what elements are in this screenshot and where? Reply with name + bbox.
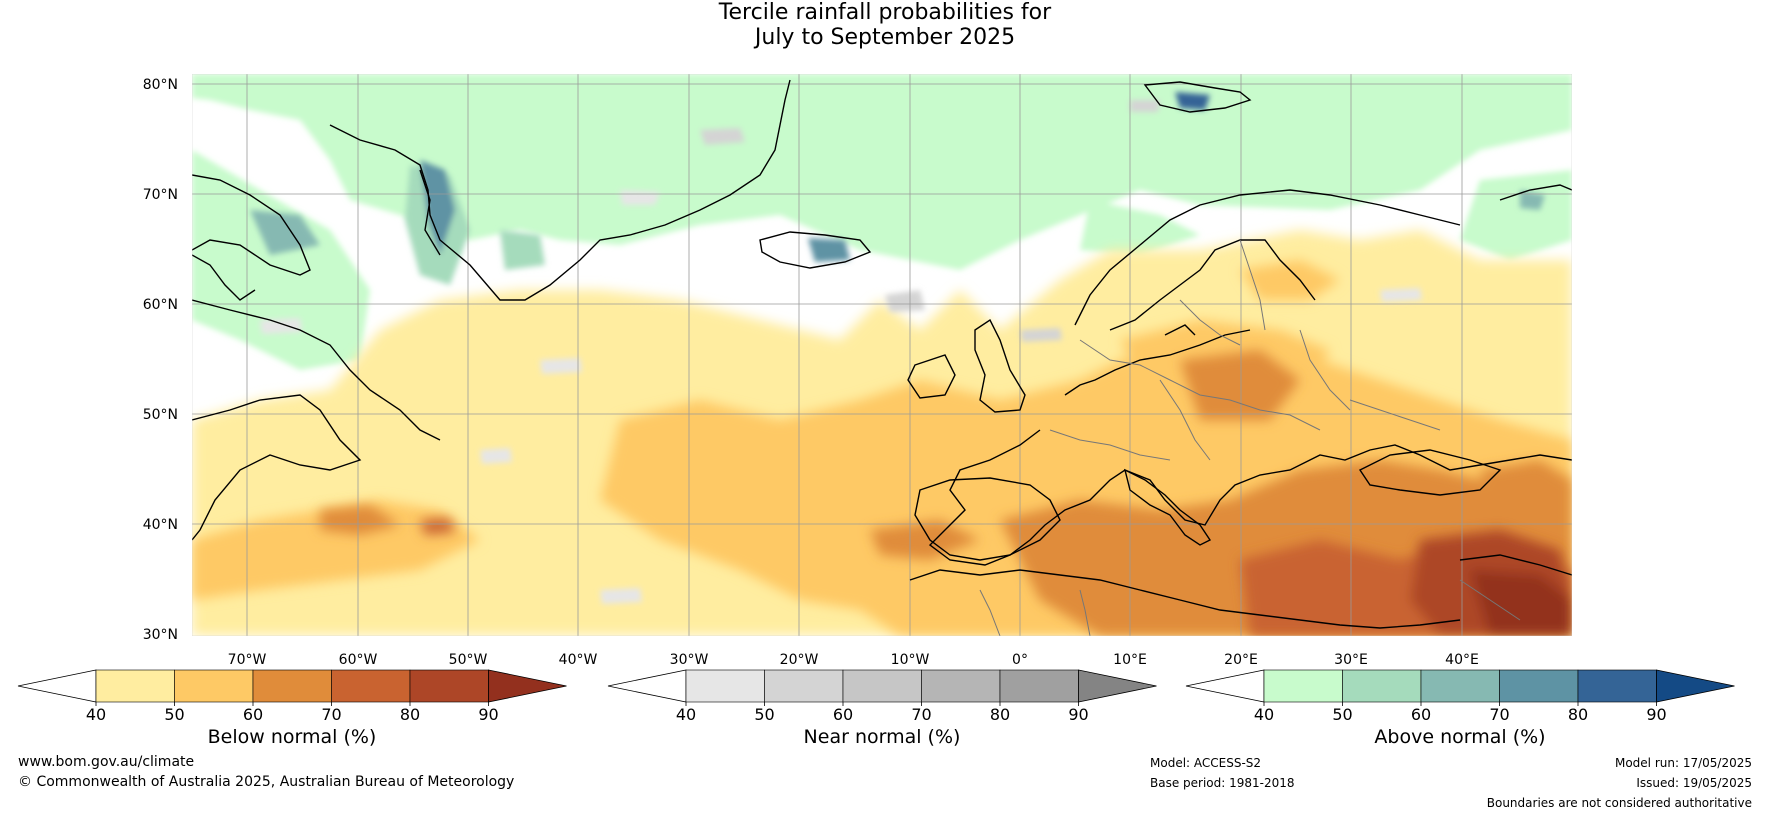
colorbar-tick-label: 90 xyxy=(478,705,498,724)
lon-label: 10°W xyxy=(891,652,930,668)
lat-label: 30°N xyxy=(143,627,178,643)
coastlines xyxy=(192,79,1572,629)
canada-coast xyxy=(192,174,311,276)
colorbar-above-normal: 40 50 60 70 80 90 xyxy=(1185,669,1735,724)
lon-label: 20°W xyxy=(780,652,819,668)
title-line-1: Tercile rainfall probabilities for xyxy=(718,0,1052,25)
colorbar-near-label: Near normal (%) xyxy=(803,726,961,748)
lat-label: 50°N xyxy=(143,407,178,423)
disclaimer-text: Boundaries are not considered authoritat… xyxy=(1486,796,1752,810)
map-panel xyxy=(192,74,1572,636)
colorbar-tick-label: 80 xyxy=(990,705,1010,724)
lon-label: 20°E xyxy=(1224,652,1258,668)
lat-label: 70°N xyxy=(143,187,178,203)
colorbar-tick-label: 90 xyxy=(1646,705,1666,724)
black-sea-coast xyxy=(1358,449,1502,496)
lon-label: 30°W xyxy=(670,652,709,668)
lon-label: 40°W xyxy=(559,652,598,668)
scandinavia-coast xyxy=(1074,189,1461,326)
colorbar-above-label: Above normal (%) xyxy=(1374,726,1546,748)
lon-label: 0° xyxy=(1012,652,1028,668)
colorbar-extend-low xyxy=(17,669,97,703)
title-line-2: July to September 2025 xyxy=(754,25,1016,50)
above-normal-regions xyxy=(192,74,1572,370)
colorbar-segment xyxy=(764,669,844,703)
colorbar-segment xyxy=(1420,669,1500,703)
website-link[interactable]: www.bom.gov.au/climate xyxy=(18,754,195,770)
longitude-labels: 70°W 60°W 50°W 40°W 30°W 20°W 10°W 0° 10… xyxy=(228,652,1479,668)
lon-label: 50°W xyxy=(449,652,488,668)
colorbar-segment xyxy=(1263,669,1343,703)
colorbar-below-normal: 40 50 60 70 80 90 xyxy=(17,669,567,724)
lon-label: 30°E xyxy=(1334,652,1368,668)
colorbar-segment xyxy=(252,669,332,703)
above-normal-strong xyxy=(250,92,1545,285)
colorbar-tick-label: 60 xyxy=(1411,705,1431,724)
colorbar-segment xyxy=(409,669,489,703)
colorbar-segment xyxy=(842,669,922,703)
latitude-labels: 80°N 70°N 60°N 50°N 40°N 30°N xyxy=(143,77,178,643)
colorbar-below-label: Below normal (%) xyxy=(207,726,377,748)
colorbar-tick-label: 60 xyxy=(243,705,263,724)
colorbar-tick-label: 80 xyxy=(1568,705,1588,724)
model-text: Model: ACCESS-S2 xyxy=(1150,756,1262,770)
issued-text: Issued: 19/05/2025 xyxy=(1636,776,1752,790)
iberia-coast xyxy=(914,477,1061,561)
lon-label: 60°W xyxy=(339,652,378,668)
colorbar-tick-label: 40 xyxy=(86,705,106,724)
britain-coast xyxy=(974,318,1026,413)
colorbar-segment xyxy=(921,669,1001,703)
country-borders xyxy=(979,239,1521,636)
colorbar-extend-low xyxy=(1185,669,1265,703)
lon-label: 10°E xyxy=(1113,652,1147,668)
lat-label: 40°N xyxy=(143,517,178,533)
gridlines xyxy=(192,74,1572,636)
lat-label: 80°N xyxy=(143,77,178,93)
ireland-coast xyxy=(907,354,956,399)
italy-coast xyxy=(1123,468,1212,546)
colorbar-tick-label: 40 xyxy=(676,705,696,724)
copyright-text: © Commonwealth of Australia 2025, Austra… xyxy=(18,774,515,790)
colorbar-tick-label: 80 xyxy=(400,705,420,724)
europe-coast xyxy=(928,429,1572,566)
near-normal-regions xyxy=(260,100,1422,604)
iceland-coast xyxy=(759,231,872,269)
colorbar-segment xyxy=(685,669,765,703)
lon-label: 40°E xyxy=(1445,652,1479,668)
colorbar-tick-label: 50 xyxy=(1332,705,1352,724)
colorbar-segment xyxy=(331,669,411,703)
model-run-text: Model run: 17/05/2025 xyxy=(1614,756,1752,770)
colorbar-segment xyxy=(999,669,1079,703)
colorbar-tick-label: 50 xyxy=(164,705,184,724)
colorbar-segment xyxy=(1577,669,1657,703)
colorbar-segment xyxy=(1499,669,1579,703)
colorbar-extend-low xyxy=(607,669,687,703)
colorbar-tick-label: 50 xyxy=(754,705,774,724)
colorbar-tick-label: 60 xyxy=(833,705,853,724)
colorbar-tick-label: 40 xyxy=(1254,705,1274,724)
colorbar-segment xyxy=(95,669,175,703)
africa-coast xyxy=(909,569,1461,629)
colorbar-tick-label: 90 xyxy=(1068,705,1088,724)
colorbar-extend-high xyxy=(1656,669,1735,703)
greenland-coast xyxy=(329,79,791,301)
lat-label: 60°N xyxy=(143,297,178,313)
below-normal-very-strong xyxy=(420,518,1572,636)
colorbar-segment xyxy=(174,669,254,703)
colorbar-segment xyxy=(1342,669,1422,703)
colorbar-tick-label: 70 xyxy=(1489,705,1509,724)
chart-title: Tercile rainfall probabilities for July … xyxy=(0,0,1770,50)
lon-label: 70°W xyxy=(228,652,267,668)
colorbar-extend-high xyxy=(488,669,567,703)
colorbar-extend-high xyxy=(1078,669,1157,703)
colorbar-near-normal: 40 50 60 70 80 90 xyxy=(607,669,1157,724)
base-period-text: Base period: 1981-2018 xyxy=(1150,776,1295,790)
colorbar-tick-label: 70 xyxy=(321,705,341,724)
colorbar-tick-label: 70 xyxy=(911,705,931,724)
svalbard-coast xyxy=(1143,81,1252,113)
